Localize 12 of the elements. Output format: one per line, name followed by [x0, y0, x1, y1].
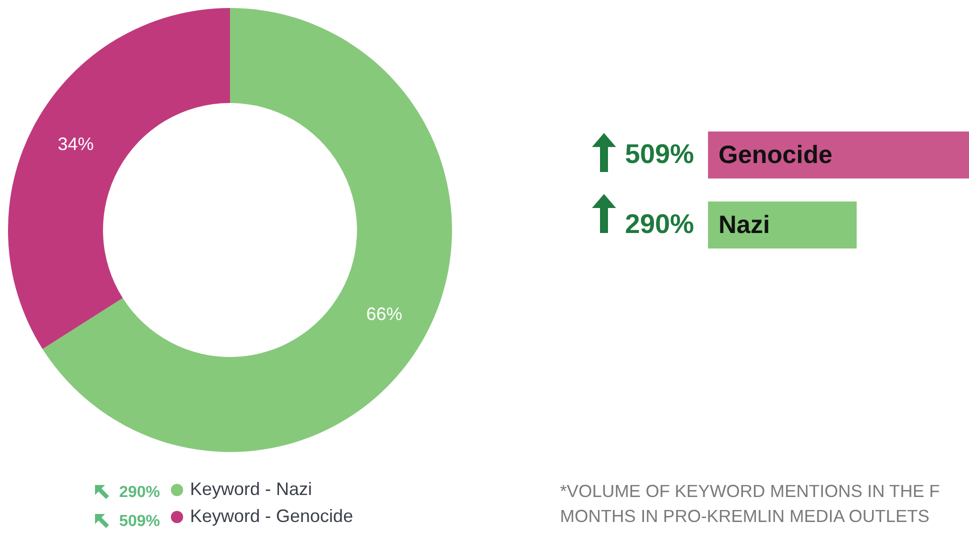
- y-tick-label: Nazi: [718, 211, 770, 240]
- text: 509%: [119, 513, 160, 530]
- text: 290%: [119, 484, 160, 501]
- y-tick-label: Genocide: [718, 140, 833, 169]
- legend-label: Keyword - Nazi: [190, 479, 312, 499]
- data-label: 290%: [624, 209, 694, 240]
- data-label: 66%: [366, 304, 402, 324]
- data-label: 509%: [624, 138, 694, 169]
- legend-label: Keyword - Genocide: [190, 506, 354, 526]
- data-label: 34%: [58, 134, 94, 154]
- text: *VOLUME OF KEYWORD MENTIONS IN THE F: [560, 481, 940, 501]
- text: MONTHS IN PRO-KREMLIN MEDIA OUTLETS: [560, 506, 930, 526]
